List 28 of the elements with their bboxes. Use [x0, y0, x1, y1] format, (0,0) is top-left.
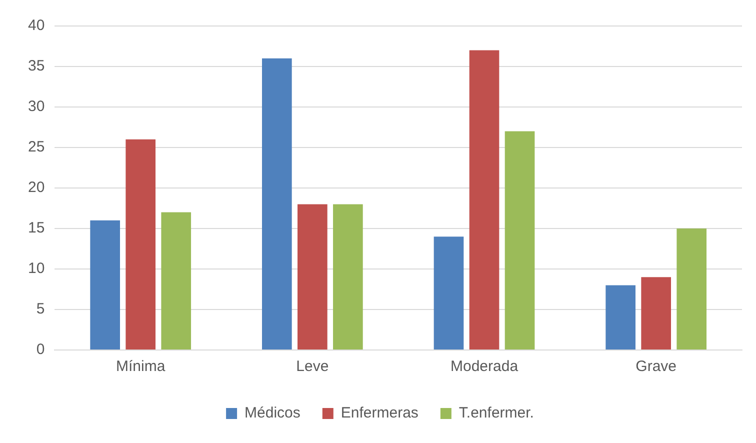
bar: [469, 50, 500, 350]
y-tick-label: 20: [28, 179, 45, 196]
bar: [298, 204, 328, 350]
legend-label: Enfermeras: [340, 404, 418, 422]
bar: [504, 131, 535, 350]
bar: [434, 236, 464, 350]
bar: [641, 277, 671, 350]
bar: [126, 139, 156, 350]
legend-label: Médicos: [244, 404, 300, 422]
y-tick-label: 15: [28, 220, 45, 237]
y-tick-label: 30: [28, 98, 45, 116]
legend-label: T.enfermer.: [458, 404, 534, 422]
x-tick-label: Moderada: [450, 358, 519, 376]
x-tick-label: Grave: [636, 358, 677, 376]
y-tick-label: 10: [28, 260, 45, 278]
y-tick-label: 40: [28, 17, 45, 34]
bar: [262, 58, 292, 350]
y-tick-label: 35: [28, 58, 45, 75]
y-tick-label: 25: [28, 138, 45, 156]
y-tick-label: 0: [36, 341, 45, 358]
bar: [90, 220, 120, 350]
bar: [676, 228, 707, 350]
y-tick-label: 5: [36, 300, 45, 318]
bar: [606, 285, 636, 350]
x-tick-label: Mínima: [116, 358, 166, 376]
bar: [333, 204, 363, 350]
x-tick-label: Leve: [296, 358, 329, 376]
bar: [161, 212, 192, 350]
